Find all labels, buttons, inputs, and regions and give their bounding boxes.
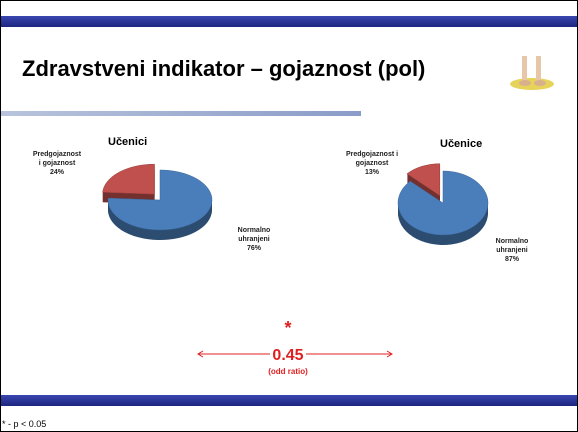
bottom-bar (1, 395, 577, 406)
odds-value: 0.45 (272, 347, 303, 364)
pie-title: Učenice (440, 138, 483, 150)
slice-value-label: 13% (364, 169, 379, 176)
significance-star: * (284, 318, 291, 338)
slice (406, 163, 441, 197)
top-bar (1, 16, 577, 27)
slice-value-label: 87% (504, 256, 519, 263)
slice (107, 169, 213, 231)
title-rule (1, 111, 361, 116)
slice-value-label: 76% (246, 245, 261, 252)
scale-icon (510, 56, 554, 90)
arrow-head (197, 350, 204, 358)
odds-label: (odd ratio) (268, 367, 308, 376)
slice (102, 163, 155, 195)
arrow-head (386, 350, 393, 358)
slice-category: Predgojaznost i gojaznost (32, 151, 82, 167)
slice (397, 170, 489, 236)
pie-title: Učenici (108, 136, 148, 148)
slice-category: Normalno uhranjeni (495, 238, 529, 254)
slice-value-label: 24% (49, 169, 64, 176)
slice-category: Normalno uhranjeni (237, 227, 271, 243)
slice-category: Predgojaznost i gojaznost (345, 151, 399, 167)
footnote: * - p < 0.05 (2, 419, 46, 429)
slide-title: Zdravstveni indikator – gojaznost (pol) (22, 56, 425, 81)
